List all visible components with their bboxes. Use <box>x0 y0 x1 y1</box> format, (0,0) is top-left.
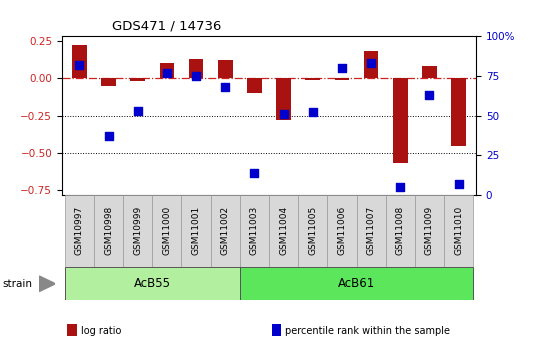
Bar <box>364 51 378 78</box>
Bar <box>298 195 327 267</box>
Bar <box>327 195 357 267</box>
Point <box>162 70 171 76</box>
Point <box>133 108 142 114</box>
Point <box>192 73 200 79</box>
Bar <box>422 66 437 78</box>
Bar <box>189 59 203 78</box>
Text: GSM11001: GSM11001 <box>192 206 201 255</box>
Bar <box>357 195 386 267</box>
Text: log ratio: log ratio <box>81 326 121 335</box>
Bar <box>415 195 444 267</box>
Bar <box>386 195 415 267</box>
Point <box>396 184 405 190</box>
Point <box>454 181 463 187</box>
Bar <box>218 60 232 78</box>
Bar <box>451 78 466 146</box>
Text: GDS471 / 14736: GDS471 / 14736 <box>111 20 221 33</box>
Text: GSM11009: GSM11009 <box>425 206 434 255</box>
Polygon shape <box>39 276 55 292</box>
Bar <box>181 195 211 267</box>
Bar <box>152 195 181 267</box>
Text: AcB61: AcB61 <box>338 277 375 290</box>
Bar <box>240 195 269 267</box>
Text: GSM11003: GSM11003 <box>250 206 259 255</box>
Text: GSM11002: GSM11002 <box>221 206 230 255</box>
Point <box>221 84 230 90</box>
Bar <box>306 78 320 80</box>
Bar <box>393 78 408 164</box>
Bar <box>335 78 349 80</box>
Text: GSM11004: GSM11004 <box>279 206 288 255</box>
Text: GSM10999: GSM10999 <box>133 206 142 255</box>
Bar <box>123 195 152 267</box>
Point <box>250 170 259 176</box>
Bar <box>277 78 291 120</box>
Text: GSM10998: GSM10998 <box>104 206 113 255</box>
Text: GSM11010: GSM11010 <box>454 206 463 255</box>
Bar <box>269 195 298 267</box>
Text: GSM11005: GSM11005 <box>308 206 317 255</box>
Point <box>104 134 113 139</box>
Bar <box>72 45 87 78</box>
Bar <box>94 195 123 267</box>
Bar <box>65 267 240 300</box>
Bar <box>240 267 473 300</box>
Point <box>75 62 84 68</box>
Text: GSM11000: GSM11000 <box>162 206 172 255</box>
Text: GSM11007: GSM11007 <box>366 206 376 255</box>
Bar <box>211 195 240 267</box>
Point <box>279 111 288 117</box>
Text: percentile rank within the sample: percentile rank within the sample <box>285 326 450 335</box>
Text: GSM11006: GSM11006 <box>337 206 346 255</box>
Text: GSM11008: GSM11008 <box>396 206 405 255</box>
Bar <box>130 78 145 81</box>
Bar <box>101 78 116 86</box>
Text: strain: strain <box>3 279 33 289</box>
Bar <box>247 78 261 93</box>
Point <box>308 110 317 115</box>
Text: GSM10997: GSM10997 <box>75 206 84 255</box>
Point <box>425 92 434 98</box>
Bar <box>160 63 174 78</box>
Bar <box>444 195 473 267</box>
Point <box>338 65 346 71</box>
Bar <box>65 195 94 267</box>
Point <box>367 60 376 66</box>
Text: AcB55: AcB55 <box>134 277 171 290</box>
